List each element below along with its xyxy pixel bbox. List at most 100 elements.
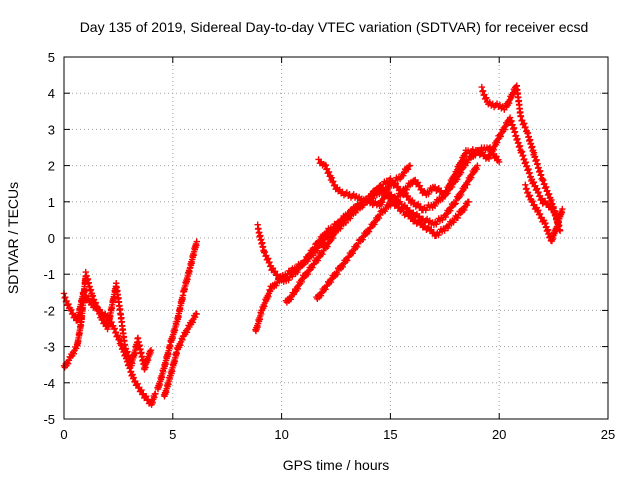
data-point <box>152 390 159 397</box>
data-point <box>337 225 344 232</box>
data-point <box>404 166 412 173</box>
data-point <box>64 360 72 367</box>
data-point <box>304 257 311 265</box>
y-tick-label: -5 <box>43 412 55 427</box>
data-point <box>433 221 440 228</box>
data-point <box>167 343 174 350</box>
y-tick-label: -4 <box>43 376 55 391</box>
data-point <box>535 207 542 214</box>
data-point <box>375 214 383 222</box>
data-point <box>272 282 280 289</box>
data-point <box>417 203 424 210</box>
data-point <box>390 180 398 187</box>
data-point <box>322 286 329 293</box>
series-track-b <box>60 268 155 373</box>
data-point <box>529 197 536 205</box>
data-point <box>406 207 413 214</box>
y-tick-label: 0 <box>48 231 55 246</box>
x-axis-label: GPS time / hours <box>283 457 390 473</box>
y-tick-label: 1 <box>48 195 55 210</box>
data-point <box>327 278 335 286</box>
data-point <box>324 243 331 250</box>
data-point <box>304 270 312 278</box>
x-tick-label: 5 <box>169 427 176 442</box>
data-point <box>287 296 294 303</box>
data-point <box>173 350 180 357</box>
plot-frame <box>63 56 609 420</box>
chart-title: Day 135 of 2019, Sidereal Day-to-day VTE… <box>80 19 589 35</box>
data-point <box>501 126 508 133</box>
data-point <box>474 162 481 169</box>
data-point <box>183 329 191 336</box>
data-point <box>435 231 442 239</box>
y-tick-label: 3 <box>48 122 55 137</box>
data-point <box>403 186 410 193</box>
data-point <box>464 181 471 188</box>
y-axis-label: SDTVAR / TECUs <box>5 182 21 294</box>
data-point <box>416 182 423 189</box>
y-tick-label: -1 <box>43 267 55 282</box>
data-point <box>130 374 137 381</box>
data-point <box>147 347 155 354</box>
data-point <box>285 277 292 284</box>
data-point <box>454 176 461 183</box>
data-point <box>319 250 326 258</box>
data-point <box>442 213 449 221</box>
data-point <box>473 166 480 173</box>
series-track-d <box>160 310 200 400</box>
series-track-c <box>154 238 200 393</box>
y-tick-label: -3 <box>43 340 55 355</box>
series-track-g <box>282 144 503 306</box>
data-point <box>444 224 452 232</box>
data-point <box>193 238 200 245</box>
data-point <box>358 203 366 211</box>
data-point <box>359 236 366 243</box>
data-point <box>314 257 322 264</box>
data-point <box>451 201 458 208</box>
data-point <box>346 215 354 222</box>
data-point <box>334 270 341 278</box>
data-point <box>414 179 422 186</box>
data-point <box>70 350 77 358</box>
data-point <box>430 228 437 236</box>
x-tick-label: 15 <box>383 427 397 442</box>
data-point <box>454 214 462 222</box>
data-point <box>339 263 346 271</box>
x-tick-label: 10 <box>274 427 288 442</box>
series-track-i <box>315 156 414 210</box>
data-point <box>554 220 562 227</box>
data-point <box>461 184 469 192</box>
data-point <box>444 190 451 197</box>
data-point <box>143 392 150 400</box>
data-point <box>431 202 439 210</box>
data-point <box>189 319 196 326</box>
data-point <box>73 345 80 352</box>
data-point <box>452 200 459 207</box>
data-point <box>292 266 300 274</box>
x-tick-label: 20 <box>492 427 506 442</box>
data-point <box>365 228 373 235</box>
data-point <box>330 178 337 185</box>
data-point <box>313 247 321 254</box>
data-point <box>536 210 544 218</box>
data-point <box>286 269 294 277</box>
data-point <box>497 133 504 140</box>
data-point <box>97 312 105 319</box>
data-point <box>461 162 469 170</box>
data-point <box>447 207 454 214</box>
data-point <box>465 198 472 205</box>
data-point <box>439 216 446 224</box>
data-point <box>138 386 145 394</box>
data-point <box>328 174 335 181</box>
data-point <box>468 174 475 181</box>
data-point <box>448 183 456 191</box>
data-point <box>317 292 325 299</box>
y-tick-label: -2 <box>43 303 55 318</box>
data-points <box>60 82 566 408</box>
x-tick-label: 25 <box>601 427 615 442</box>
data-point <box>349 250 356 257</box>
data-point <box>393 196 401 203</box>
data-point <box>457 191 465 199</box>
y-tick-label: 5 <box>48 50 55 65</box>
